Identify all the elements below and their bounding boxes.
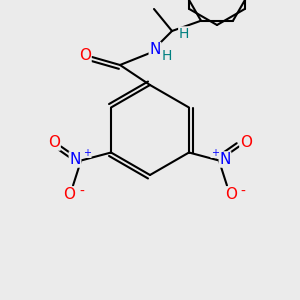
Text: N: N: [219, 152, 231, 167]
Text: -: -: [241, 184, 245, 199]
Text: H: H: [179, 27, 189, 41]
Text: +: +: [211, 148, 219, 158]
Text: -: -: [80, 184, 85, 199]
Text: N: N: [69, 152, 81, 167]
Text: O: O: [79, 47, 91, 62]
Text: O: O: [225, 187, 237, 202]
Text: +: +: [83, 148, 91, 158]
Text: N: N: [149, 43, 161, 58]
Text: O: O: [240, 135, 252, 150]
Text: O: O: [48, 135, 60, 150]
Text: O: O: [63, 187, 75, 202]
Text: H: H: [162, 49, 172, 63]
